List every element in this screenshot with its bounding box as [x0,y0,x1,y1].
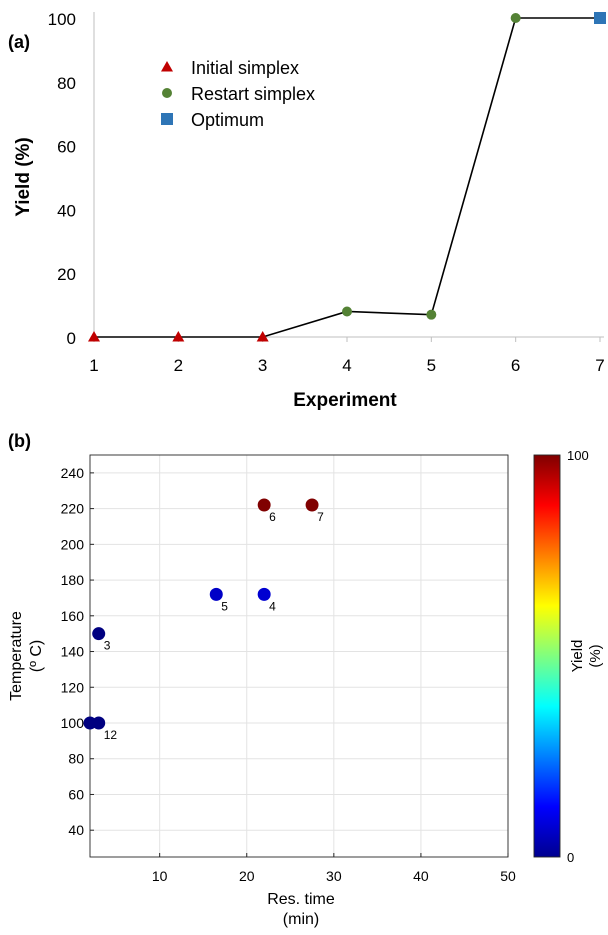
panel-a-point-triangle [88,331,100,342]
panel-b-label: (b) [8,431,31,451]
panel-b-y-tick-label: 200 [61,536,85,552]
panel-a-x-tick-label: 7 [595,356,604,375]
panel-b-y-tick-label: 160 [61,608,85,624]
panel-b-colorbar-gradient [533,454,561,858]
panel-a-y-tick-label: 60 [57,138,76,157]
panel-b-point [257,587,271,601]
panel-a-y-tick-label: 80 [57,74,76,93]
panel-a-label: (a) [8,32,30,52]
panel-b-point-label: 3 [104,639,111,653]
panel-b-x-tick-label: 10 [152,868,168,884]
panel-a-series-line [94,17,600,338]
panel-a-legend: Initial simplex Restart simplex Optimum [161,58,315,130]
panel-b-x-tick-label: 30 [326,868,342,884]
panel-a-point-square [594,12,606,24]
panel-b-ticks: 10 20 30 40 50 40 60 80 100 120 140 160 180 200 220 240 [61,465,516,884]
panel-a-point-circle [510,13,521,23]
panel-a-legend-label: Initial simplex [191,58,299,78]
panel-a-y-tick-label: 0 [67,329,76,348]
panel-a-legend-marker-circle [162,88,172,98]
panel-b-x-tick-label: 50 [500,868,516,884]
panel-b-colorbar-min-label: 0 [567,850,574,865]
panel-a-x-tick-label: 5 [427,356,436,375]
panel-b-y-axis-label-line: Temperature [8,611,25,701]
panel-b-point-label: 4 [269,599,276,613]
panel-a-y-axis-label: Yield (%) [13,137,34,217]
panel-a-point-circle [426,309,437,320]
panel-b-y-tick-label: 240 [61,465,85,481]
panel-a-legend-label: Restart simplex [191,84,315,104]
panel-b-point [209,587,223,601]
panel-b-y-tick-label: 220 [61,501,85,517]
panel-b-y-tick-label: 140 [61,644,85,660]
panel-b-point [257,498,271,512]
panel-b: (b) 10 20 30 40 5040608010012014016018020022… [8,431,604,928]
panel-b-x-tick-label: 20 [239,868,255,884]
panel-b-y-tick-label: 40 [68,822,84,838]
panel-b-point [305,498,319,512]
panel-b-x-axis-label: Res. time (min) [267,891,335,928]
panel-a-x-tick-label: 4 [342,356,351,375]
panel-a-y-tick-label: 20 [57,265,76,284]
panel-b-x-tick-label: 40 [413,868,429,884]
panel-b-axes [89,454,509,858]
panel-b-colorbar: 100 0 Yield (%) [533,448,604,865]
panel-a-x-tick-label: 2 [174,356,183,375]
panel-b-colorbar-label-line: (%) [587,644,604,667]
panel-a-point-triangle [172,331,185,342]
panel-a-x-tick-label: 6 [511,356,520,375]
panel-b-point [92,627,106,641]
panel-b-y-tick-label: 120 [61,679,85,695]
panel-b-y-tick-label: 100 [61,715,85,731]
panel-b-points: 12 3 4 5 6 7 [83,498,324,742]
panel-a: (a) 1 2 3 4 5 6 7 0 20 40 60 80 100 Initial simplex R… [8,10,606,411]
panel-b-x-axis-label-line: (min) [283,911,319,928]
panel-b-point-label: 6 [269,510,276,524]
panel-b-colorbar-max-label: 100 [567,448,589,463]
panel-b-x-axis-label-line: Res. time [267,891,335,908]
panel-a-axes [93,12,604,338]
panel-a-markers [88,12,606,342]
panel-b-grid [90,455,509,857]
panel-b-y-axis-label-line: (º C) [28,640,45,673]
panel-a-point-circle [342,306,352,317]
panel-a-ticks: 1 2 3 4 5 6 7 0 20 40 60 80 100 [48,10,605,375]
panel-b-point-label: 12 [104,728,118,742]
panel-b-y-axis-label: Temperature (º C) [8,611,45,701]
panel-b-plot-frame [89,454,509,858]
panel-b-y-tick-label: 60 [68,786,84,802]
panel-b-point-label: 5 [221,599,228,613]
panel-a-x-tick-label: 3 [258,356,267,375]
panel-a-legend-label: Optimum [191,110,264,130]
panel-b-point-label: 7 [317,510,324,524]
panel-a-y-tick-label: 100 [48,10,76,29]
panel-a-x-tick-label: 1 [89,356,98,375]
panel-a-point-triangle [256,331,269,342]
panel-b-y-tick-label: 180 [61,572,85,588]
panel-a-x-axis-label: Experiment [293,390,397,411]
panel-b-y-tick-label: 80 [68,751,84,767]
panel-a-legend-marker-square [161,113,173,125]
panel-a-legend-marker-triangle [161,61,173,72]
panel-a-y-tick-label: 40 [57,201,76,220]
panel-a-connecting-line [94,17,600,338]
panel-b-point [83,716,97,730]
panel-b-colorbar-label-line: Yield [569,640,586,673]
